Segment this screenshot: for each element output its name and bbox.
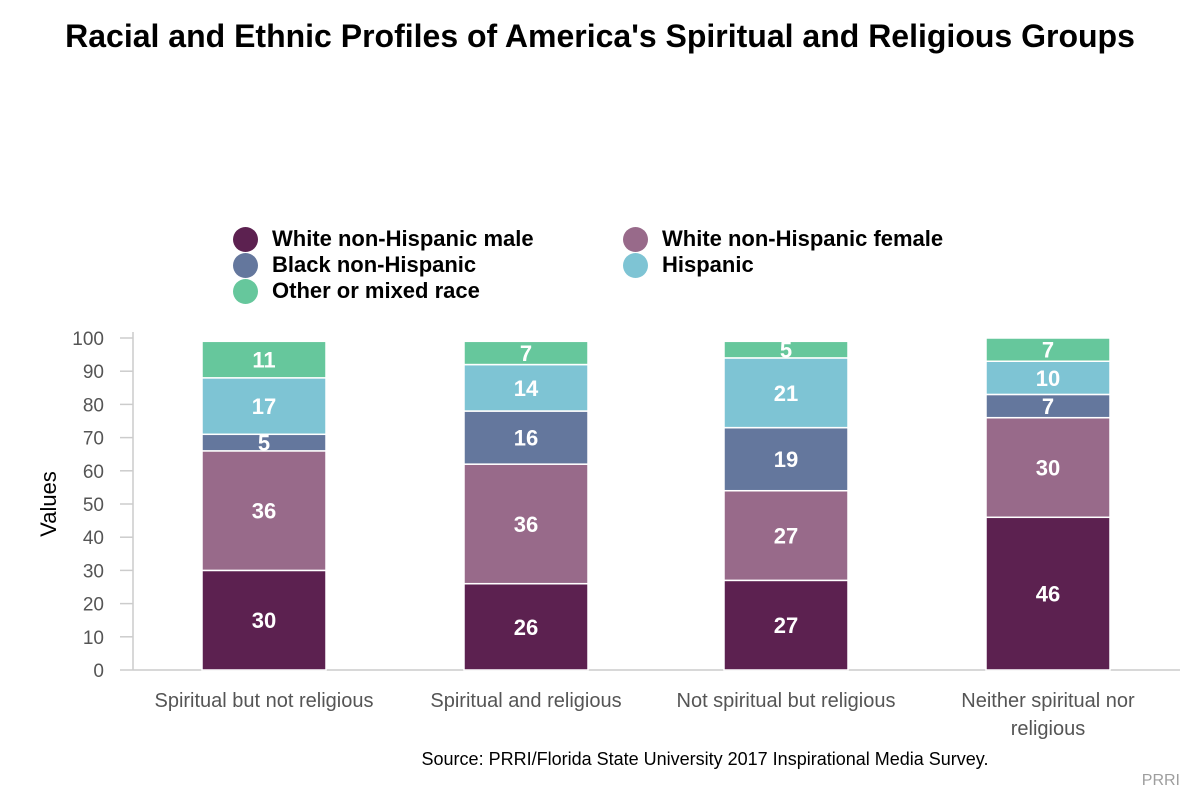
y-tick-label-80: 80 [83,395,104,416]
legend-label-black: Black non-Hispanic [272,252,477,277]
legend-item-black[interactable]: Black non-Hispanic [233,252,476,278]
bar-data-label: 27 [774,613,798,638]
bar-segment [723,489,849,582]
y-tick-label-20: 20 [83,595,104,616]
bar-segment [723,426,849,492]
legend-item-white-male[interactable]: White non-Hispanic male [233,226,534,252]
bar-segment [723,340,849,359]
bar-data-label: 14 [514,376,539,401]
legend-label-white-male: White non-Hispanic male [272,226,534,251]
bar-data-label: 5 [780,338,792,363]
bar-data-label: 36 [514,512,538,537]
legend-item-white-female[interactable]: White non-Hispanic female [623,226,943,252]
legend-label-hispanic: Hispanic [662,252,754,277]
bar-data-label: 30 [1036,455,1060,480]
bar-segment [201,450,327,572]
x-tick-label: Not spiritual but religious [677,690,896,712]
bar-segment [201,569,327,671]
bar-segment [463,582,589,671]
bar-data-label: 46 [1036,582,1060,607]
y-tick-label-90: 90 [83,362,104,383]
bar-data-label: 19 [774,447,798,472]
bar-data-label: 7 [1042,394,1054,419]
legend-item-other[interactable]: Other or mixed race [233,278,480,304]
chart-title: Racial and Ethnic Profiles of America's … [65,18,1135,54]
legend-label-white-female: White non-Hispanic female [662,226,944,251]
bar-segment [463,463,589,585]
x-tick-label: religious [1011,718,1085,740]
y-tick-label-30: 30 [83,561,104,582]
bar-segment [985,516,1111,671]
bar-segment [723,357,849,429]
legend-swatch-white-female [623,226,648,252]
legend-swatch-other [233,278,258,304]
bar-segment [201,377,327,436]
y-tick-label-60: 60 [83,462,104,483]
bar-data-label: 7 [1042,338,1054,363]
legend-swatch-hispanic [623,252,648,278]
bar-data-label: 27 [774,524,798,549]
bar-segment [463,340,589,366]
bar-data-label: 26 [514,615,538,640]
x-tick-label: Spiritual and religious [430,690,621,712]
source-note: Source: PRRI/Florida State University 20… [421,749,989,769]
bar-data-label: 21 [774,381,798,406]
legend-label-other: Other or mixed race [272,278,480,303]
bar-segment [985,337,1111,362]
bar-data-label: 7 [520,341,532,366]
bar-segment [201,340,327,379]
legend-swatch-black [233,252,258,278]
bar-data-label: 17 [252,394,276,419]
legend-item-hispanic[interactable]: Hispanic [623,252,754,278]
bar-data-label: 5 [258,431,270,456]
y-tick-label-70: 70 [83,429,104,450]
bar-data-label: 11 [252,348,275,373]
bar-segment [723,579,849,671]
bar-segment [463,363,589,412]
x-tick-label: Neither spiritual nor [961,690,1135,712]
y-tick-label-0: 0 [93,661,104,682]
legend-swatch-white-male [233,226,258,252]
bar-segment [985,416,1111,519]
bar-data-label: 16 [514,426,538,451]
y-tick-label-40: 40 [83,528,104,549]
x-tick-label: Spiritual but not religious [154,690,373,712]
bar-segment [463,410,589,465]
credit-label: PRRI [1141,772,1180,789]
bar-segment [985,360,1111,396]
y-tick-label-50: 50 [83,495,104,516]
bar-data-label: 30 [252,608,276,633]
y-tick-label-100: 100 [72,329,104,350]
bar-data-label: 36 [252,499,276,524]
y-axis-title: Values [36,471,61,537]
bar-data-label: 10 [1036,366,1060,391]
y-tick-label-10: 10 [83,628,104,649]
